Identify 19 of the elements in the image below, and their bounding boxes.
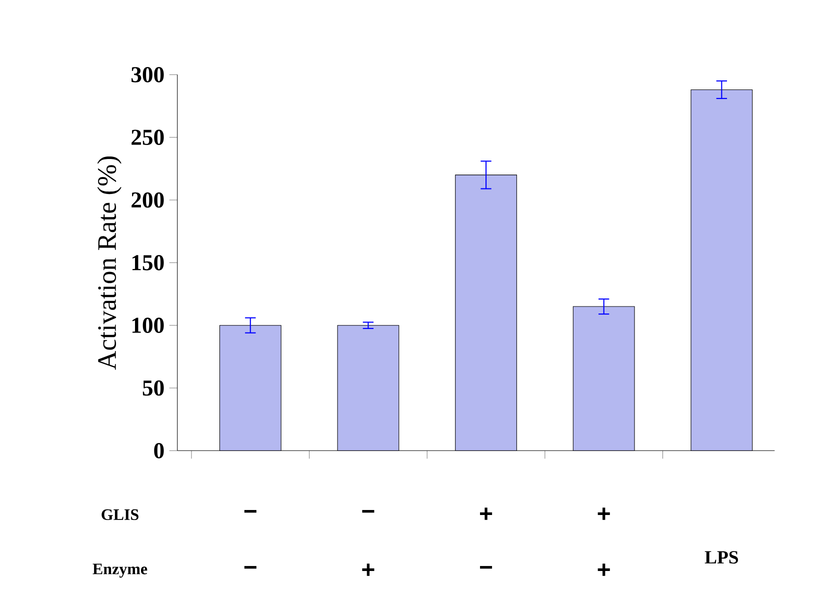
y-tick-label: 150 <box>132 255 164 270</box>
text: + <box>598 564 610 576</box>
text: LPS <box>704 551 738 564</box>
y-tick-label: 200 <box>132 192 164 208</box>
text: Enzyme <box>92 564 148 578</box>
y-tick-label: 300 <box>131 67 164 82</box>
text: + <box>362 564 374 576</box>
text: − <box>362 510 374 513</box>
text: − <box>480 566 492 569</box>
y-tick-label: 250 <box>132 130 164 146</box>
text: + <box>598 508 610 520</box>
y-tick-label: 100 <box>132 318 164 334</box>
text: − <box>244 510 256 513</box>
y-tick-label: 50 <box>142 380 164 396</box>
y-axis-title: Activation Rate (%) <box>97 156 122 370</box>
y-tick-label: 0 <box>154 443 164 458</box>
text: + <box>480 508 492 520</box>
text: − <box>244 566 256 569</box>
text: GLIS <box>102 509 138 520</box>
